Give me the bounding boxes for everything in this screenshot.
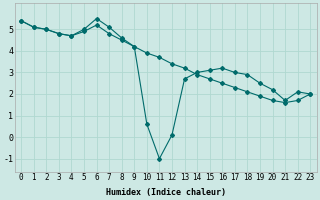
X-axis label: Humidex (Indice chaleur): Humidex (Indice chaleur) [106,188,226,197]
